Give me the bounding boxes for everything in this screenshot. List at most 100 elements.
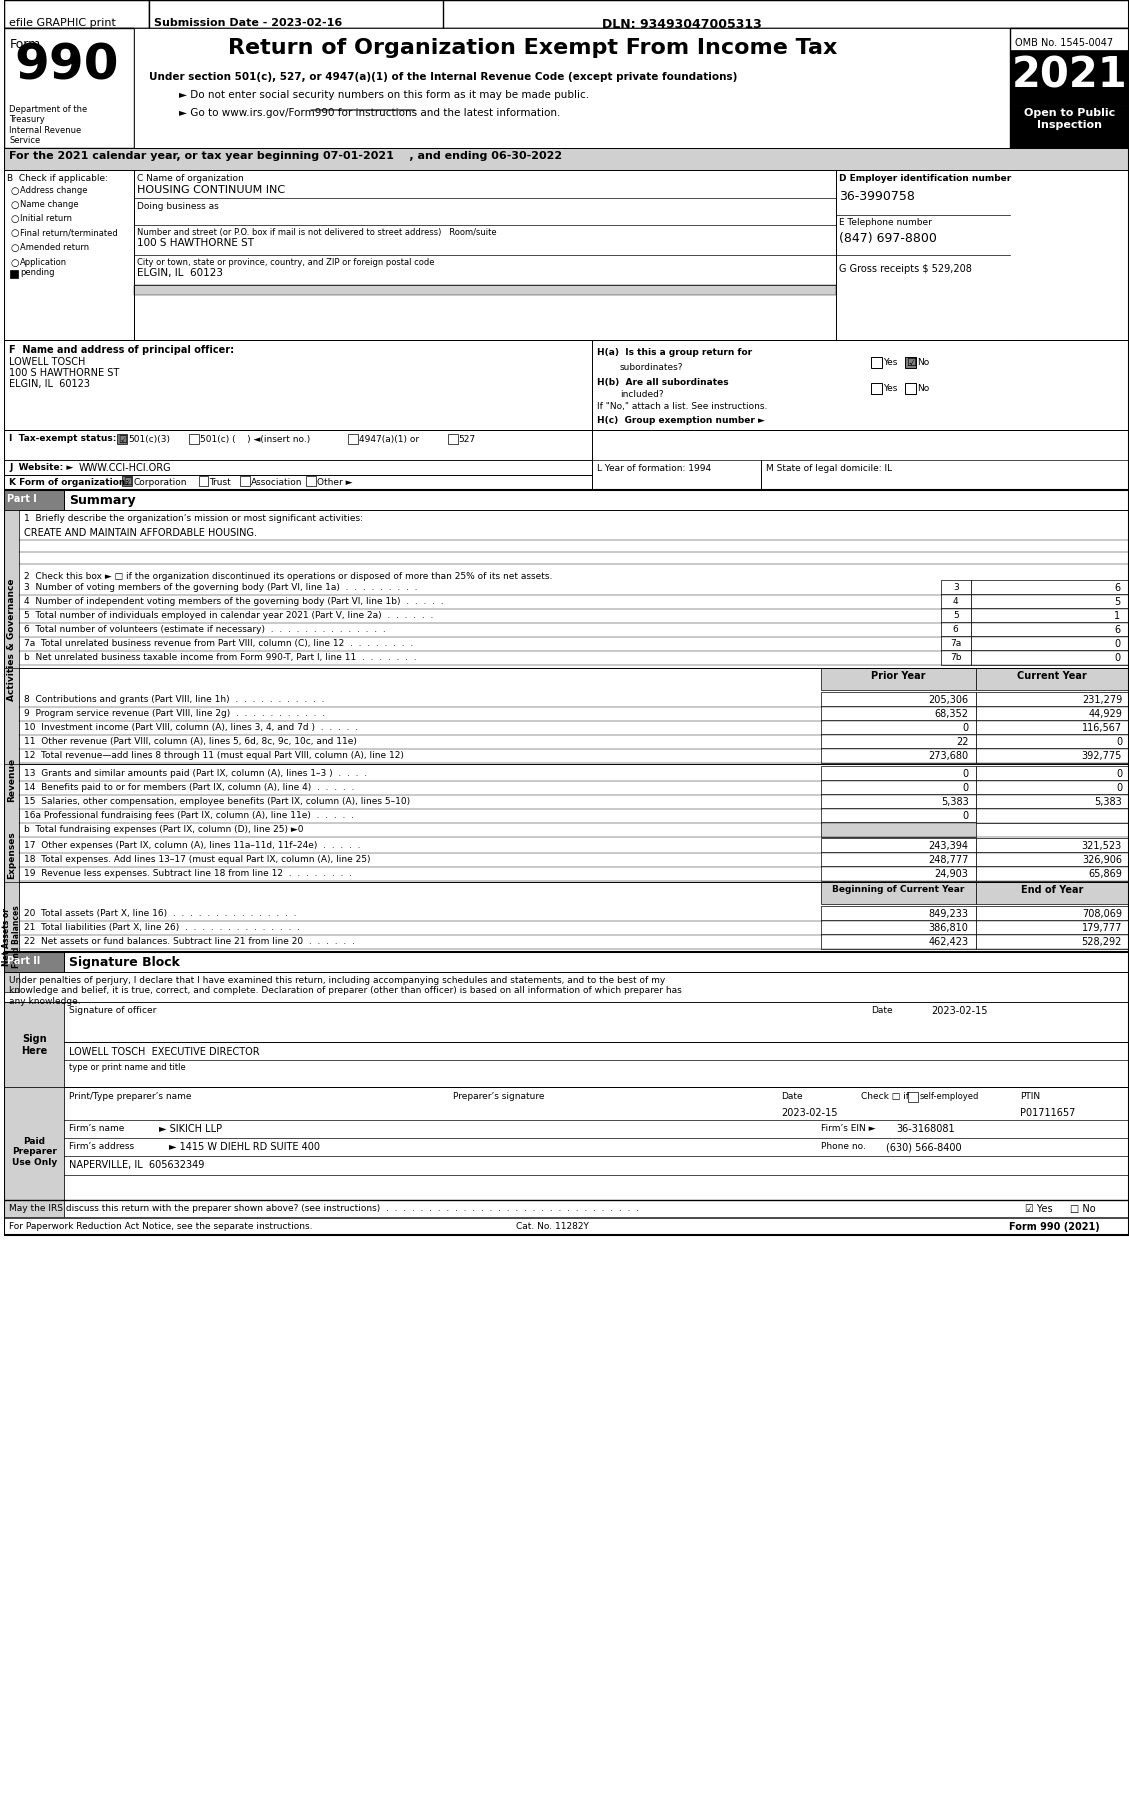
Bar	[821, 780, 975, 795]
Bar	[5, 952, 64, 972]
Text: 528,292: 528,292	[1082, 938, 1122, 947]
Text: ○: ○	[10, 258, 19, 268]
Bar	[821, 668, 975, 689]
Text: 11  Other revenue (Part VIII, column (A), lines 5, 6d, 8c, 9c, 10c, and 11e): 11 Other revenue (Part VIII, column (A),…	[24, 736, 357, 746]
Text: b  Total fundraising expenses (Part IX, column (D), line 25) ►0: b Total fundraising expenses (Part IX, c…	[24, 825, 304, 834]
Bar	[116, 434, 126, 444]
Text: H(c)  Group exemption number ►: H(c) Group exemption number ►	[597, 415, 764, 424]
Text: Yes: Yes	[883, 357, 898, 366]
Text: 1: 1	[1114, 611, 1120, 620]
Text: 2  Check this box ► □ if the organization discontinued its operations or dispose: 2 Check this box ► □ if the organization…	[24, 571, 552, 580]
Bar	[940, 622, 971, 637]
Text: May the IRS discuss this return with the preparer shown above? (see instructions: May the IRS discuss this return with the…	[9, 1204, 639, 1214]
Text: LOWELL TOSCH: LOWELL TOSCH	[9, 357, 86, 366]
Text: K Form of organization:: K Form of organization:	[9, 479, 129, 486]
Bar	[5, 882, 19, 992]
Text: Form: Form	[9, 38, 41, 51]
Text: Net Assets or
Fund Balances: Net Assets or Fund Balances	[1, 905, 21, 969]
Bar	[975, 807, 1129, 824]
Bar	[447, 434, 457, 444]
Text: Paid
Preparer
Use Only: Paid Preparer Use Only	[11, 1137, 56, 1166]
Text: Trust: Trust	[210, 479, 231, 486]
Text: 24,903: 24,903	[935, 869, 969, 880]
Text: 4947(a)(1) or: 4947(a)(1) or	[359, 435, 419, 444]
Bar	[975, 795, 1129, 809]
Bar	[5, 171, 133, 339]
Text: B  Check if applicable:: B Check if applicable:	[7, 174, 108, 183]
Text: 44,929: 44,929	[1088, 709, 1122, 718]
Bar	[64, 490, 1129, 510]
Text: 36-3990758: 36-3990758	[839, 190, 914, 203]
Text: 462,423: 462,423	[928, 938, 969, 947]
Bar	[821, 735, 975, 749]
Bar	[5, 1087, 64, 1217]
Text: HOUSING CONTINUUM INC: HOUSING CONTINUUM INC	[137, 185, 285, 194]
Bar	[904, 357, 916, 368]
Text: Under section 501(c), 527, or 4947(a)(1) of the Internal Revenue Code (except pr: Under section 501(c), 527, or 4947(a)(1)…	[149, 73, 737, 82]
Text: 0: 0	[963, 784, 969, 793]
Text: G Gross receipts $ 529,208: G Gross receipts $ 529,208	[839, 265, 972, 274]
Text: Firm’s name: Firm’s name	[69, 1125, 124, 1134]
Text: 22  Net assets or fund balances. Subtract line 21 from line 20  .  .  .  .  .  .: 22 Net assets or fund balances. Subtract…	[24, 938, 356, 945]
Text: 5: 5	[953, 611, 959, 620]
Bar	[5, 0, 149, 27]
Bar	[821, 934, 975, 949]
Text: 17  Other expenses (Part IX, column (A), lines 11a–11d, 11f–24e)  .  .  .  .  .: 17 Other expenses (Part IX, column (A), …	[24, 842, 360, 851]
Bar	[821, 882, 975, 903]
Bar	[122, 475, 132, 486]
Text: ☑: ☑	[123, 477, 132, 486]
Bar	[975, 853, 1129, 867]
Text: 5: 5	[1114, 597, 1120, 608]
Text: City or town, state or province, country, and ZIP or foreign postal code: City or town, state or province, country…	[137, 258, 435, 267]
Bar	[64, 1001, 1129, 1087]
Text: 21  Total liabilities (Part X, line 26)  .  .  .  .  .  .  .  .  .  .  .  .  .  : 21 Total liabilities (Part X, line 26) .…	[24, 923, 300, 932]
Bar	[821, 766, 975, 782]
Bar	[940, 608, 971, 622]
Text: 18  Total expenses. Add lines 13–17 (must equal Part IX, column (A), line 25): 18 Total expenses. Add lines 13–17 (must…	[24, 854, 370, 863]
Text: Signature Block: Signature Block	[69, 956, 180, 969]
Text: I  Tax-exempt status:: I Tax-exempt status:	[9, 434, 116, 443]
Text: 386,810: 386,810	[929, 923, 969, 932]
Text: Beginning of Current Year: Beginning of Current Year	[832, 885, 964, 894]
Text: 100 S HAWTHORNE ST: 100 S HAWTHORNE ST	[9, 368, 120, 377]
Text: Activities & Governance: Activities & Governance	[7, 579, 16, 702]
Text: Form 990 (2021): Form 990 (2021)	[1009, 1223, 1100, 1232]
Bar	[133, 27, 1010, 149]
Bar	[821, 691, 975, 707]
Text: Firm’s EIN ►: Firm’s EIN ►	[821, 1125, 876, 1134]
Bar	[975, 838, 1129, 853]
Bar	[975, 865, 1129, 882]
Text: b  Net unrelated business taxable income from Form 990-T, Part I, line 11  .  . : b Net unrelated business taxable income …	[24, 653, 417, 662]
Bar	[5, 1001, 64, 1087]
Bar	[5, 510, 19, 769]
Bar	[971, 637, 1129, 651]
Text: Sign
Here: Sign Here	[21, 1034, 47, 1056]
Text: F  Name and address of principal officer:: F Name and address of principal officer:	[9, 345, 235, 356]
Text: ○: ○	[10, 187, 19, 196]
Bar	[971, 580, 1129, 595]
Bar	[1010, 51, 1129, 105]
Bar	[940, 593, 971, 610]
Text: Initial return: Initial return	[20, 214, 72, 223]
Text: End of Year: End of Year	[1021, 885, 1084, 894]
Text: 7a  Total unrelated business revenue from Part VIII, column (C), line 12  .  .  : 7a Total unrelated business revenue from…	[24, 639, 413, 648]
Bar	[5, 668, 19, 889]
Text: 22: 22	[956, 736, 969, 747]
Text: 5,383: 5,383	[940, 796, 969, 807]
Text: 20  Total assets (Part X, line 16)  .  .  .  .  .  .  .  .  .  .  .  .  .  .  .: 20 Total assets (Part X, line 16) . . . …	[24, 909, 297, 918]
Text: P01711657: P01711657	[1021, 1108, 1076, 1117]
Bar	[908, 1092, 918, 1101]
Text: 0: 0	[1115, 769, 1122, 778]
Text: Prior Year: Prior Year	[870, 671, 925, 680]
Text: For Paperwork Reduction Act Notice, see the separate instructions.: For Paperwork Reduction Act Notice, see …	[9, 1223, 313, 1232]
Text: 2021: 2021	[1012, 54, 1127, 96]
Text: ☑ Yes: ☑ Yes	[1025, 1204, 1053, 1214]
Bar	[975, 766, 1129, 782]
Text: 321,523: 321,523	[1082, 842, 1122, 851]
Text: 0: 0	[1114, 639, 1120, 649]
Text: Department of the
Treasury
Internal Revenue
Service: Department of the Treasury Internal Reve…	[9, 105, 88, 145]
Bar	[5, 764, 19, 943]
Text: If "No," attach a list. See instructions.: If "No," attach a list. See instructions…	[597, 403, 768, 412]
Bar	[5, 490, 64, 510]
Bar	[1010, 27, 1129, 149]
